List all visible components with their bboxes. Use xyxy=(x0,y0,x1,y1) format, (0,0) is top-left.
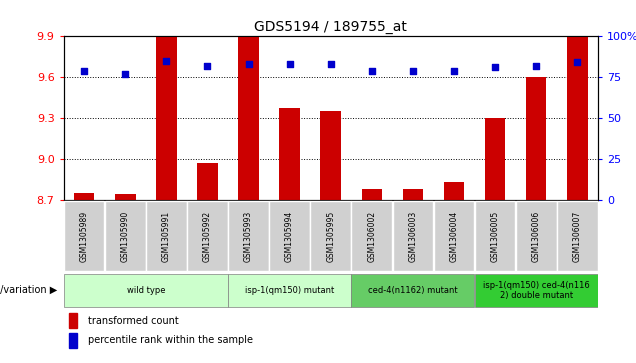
Text: genotype/variation ▶: genotype/variation ▶ xyxy=(0,285,57,295)
Bar xyxy=(228,274,351,307)
Bar xyxy=(279,109,300,200)
Bar xyxy=(403,189,423,200)
Point xyxy=(490,65,500,70)
Point xyxy=(202,63,212,69)
Text: ced-4(n1162) mutant: ced-4(n1162) mutant xyxy=(368,286,458,295)
Bar xyxy=(64,201,104,271)
Bar xyxy=(197,163,218,200)
Bar xyxy=(516,201,556,271)
Point xyxy=(326,61,336,67)
Text: GSM1306006: GSM1306006 xyxy=(532,210,541,262)
Bar xyxy=(526,77,546,200)
Point xyxy=(79,68,89,73)
Text: GSM1306003: GSM1306003 xyxy=(408,210,417,262)
Bar xyxy=(228,201,269,271)
Bar xyxy=(187,201,228,271)
Text: GSM1305990: GSM1305990 xyxy=(121,210,130,262)
Text: GSM1305993: GSM1305993 xyxy=(244,210,253,262)
Bar xyxy=(557,201,598,271)
Text: GSM1305992: GSM1305992 xyxy=(203,211,212,261)
Bar xyxy=(115,194,135,200)
Point xyxy=(162,58,172,64)
Text: GSM1305991: GSM1305991 xyxy=(162,211,171,261)
Point xyxy=(367,68,377,73)
Text: GSM1305994: GSM1305994 xyxy=(285,210,294,262)
Point xyxy=(284,61,294,67)
Point xyxy=(120,71,130,77)
Bar xyxy=(146,201,187,271)
Bar xyxy=(444,182,464,200)
Text: GSM1306007: GSM1306007 xyxy=(573,210,582,262)
Bar xyxy=(238,36,259,200)
Bar xyxy=(474,274,598,307)
Bar xyxy=(321,111,341,200)
Bar xyxy=(474,201,515,271)
Text: transformed count: transformed count xyxy=(88,316,178,326)
Point xyxy=(408,68,418,73)
Bar xyxy=(74,193,94,200)
Bar xyxy=(392,201,433,271)
Bar xyxy=(105,201,146,271)
Bar xyxy=(485,118,506,200)
Text: isp-1(qm150) mutant: isp-1(qm150) mutant xyxy=(245,286,335,295)
Point xyxy=(449,68,459,73)
Bar xyxy=(352,274,474,307)
Text: wild type: wild type xyxy=(127,286,165,295)
Bar xyxy=(310,201,351,271)
Text: isp-1(qm150) ced-4(n116
2) double mutant: isp-1(qm150) ced-4(n116 2) double mutant xyxy=(483,281,590,300)
Bar xyxy=(269,201,310,271)
Bar xyxy=(361,189,382,200)
Text: GSM1305995: GSM1305995 xyxy=(326,210,335,262)
Text: GSM1306005: GSM1306005 xyxy=(490,210,500,262)
Bar xyxy=(156,36,177,200)
Bar xyxy=(64,274,228,307)
Text: percentile rank within the sample: percentile rank within the sample xyxy=(88,335,252,345)
Point xyxy=(531,63,541,69)
Text: GSM1306002: GSM1306002 xyxy=(368,211,377,261)
Bar xyxy=(567,36,588,200)
Bar xyxy=(69,313,77,328)
Point xyxy=(572,60,583,65)
Text: GSM1305989: GSM1305989 xyxy=(80,211,88,261)
Text: GSM1306004: GSM1306004 xyxy=(450,210,459,262)
Bar xyxy=(69,333,77,348)
Bar xyxy=(434,201,474,271)
Point xyxy=(244,61,254,67)
Bar xyxy=(352,201,392,271)
Title: GDS5194 / 189755_at: GDS5194 / 189755_at xyxy=(254,20,407,34)
